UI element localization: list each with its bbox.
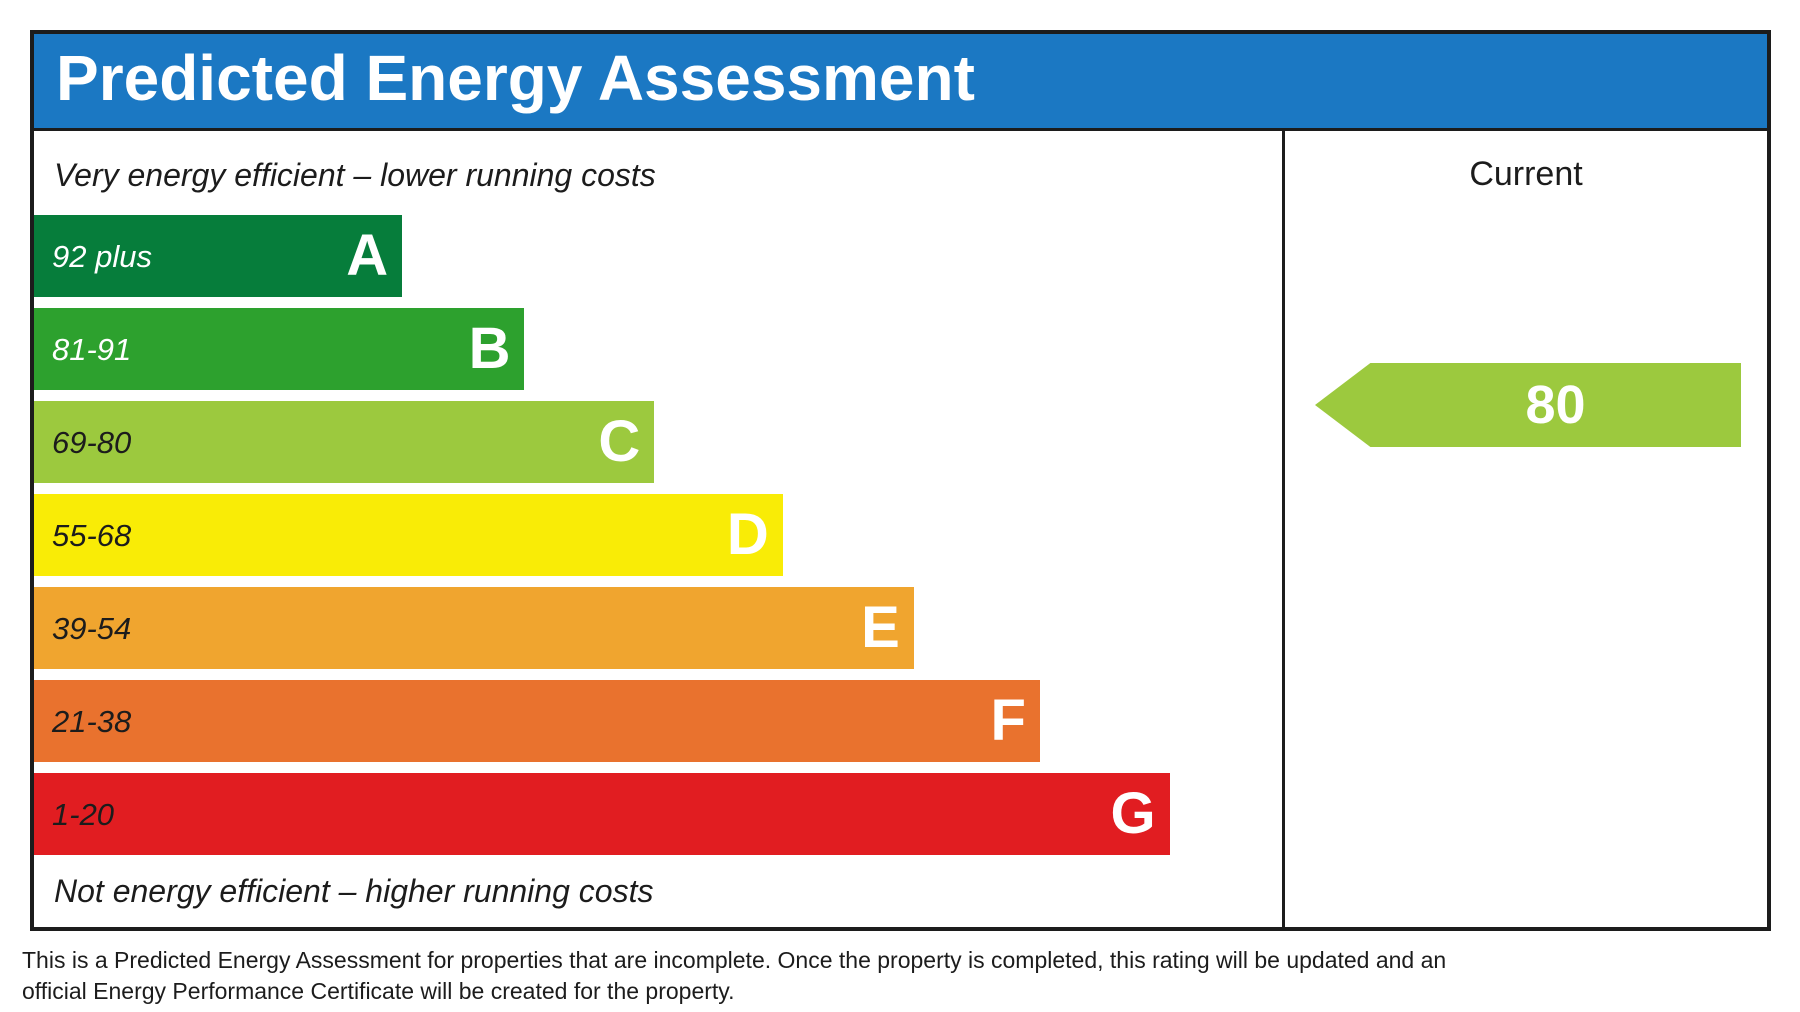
band-row-c: 69-80 C xyxy=(34,401,1282,483)
band-range-label: 39-54 xyxy=(52,610,132,646)
band-letter: E xyxy=(861,595,900,660)
epc-header: Predicted Energy Assessment xyxy=(34,34,1767,131)
band-row-f: 21-38 F xyxy=(34,680,1282,762)
band-bar-a: 92 plus A xyxy=(34,215,403,297)
current-column-label: Current xyxy=(1469,155,1583,193)
footnote-line: This is a Predicted Energy Assessment fo… xyxy=(22,947,1447,973)
band-row-g: 1-20 G xyxy=(34,773,1282,855)
current-rating-value: 80 xyxy=(1525,375,1586,435)
band-range-label: 69-80 xyxy=(52,424,132,460)
band-row-e: 39-54 E xyxy=(34,587,1282,669)
band-letter: C xyxy=(598,409,641,474)
band-range-label: 81-91 xyxy=(52,331,132,367)
band-bar-b: 81-91 B xyxy=(34,308,525,390)
rating-bands: 92 plus A 81-91 B 69-80 C xyxy=(34,215,1282,855)
band-row-d: 55-68 D xyxy=(34,494,1282,576)
band-range-label: 21-38 xyxy=(52,703,132,739)
band-bar-f: 21-38 F xyxy=(34,680,1040,762)
band-range-label: 55-68 xyxy=(52,517,132,553)
band-bar-c: 69-80 C xyxy=(34,401,655,483)
band-letter: G xyxy=(1110,781,1156,846)
band-row-a: 92 plus A xyxy=(34,215,1282,297)
band-row-b: 81-91 B xyxy=(34,308,1282,390)
band-letter: A xyxy=(346,223,389,288)
band-letter: D xyxy=(726,502,769,567)
pane-divider xyxy=(1282,131,1285,927)
rating-scale-pane: Very energy efficient – lower running co… xyxy=(34,131,1282,927)
current-rating-pane: Current 80 xyxy=(1285,131,1767,927)
band-bar-e: 39-54 E xyxy=(34,587,914,669)
footnote: This is a Predicted Energy Assessment fo… xyxy=(22,945,1446,1007)
band-bar-g: 1-20 G xyxy=(34,773,1170,855)
current-rating-arrow: 80 xyxy=(1315,363,1741,447)
epc-chart-panel: Predicted Energy Assessment Very energy … xyxy=(30,30,1771,931)
band-letter: B xyxy=(468,316,511,381)
band-range-label: 92 plus xyxy=(52,238,152,274)
band-letter: F xyxy=(990,688,1026,753)
page-title: Predicted Energy Assessment xyxy=(56,42,975,114)
band-bar-d: 55-68 D xyxy=(34,494,783,576)
footnote-line: official Energy Performance Certificate … xyxy=(22,978,735,1004)
epc-body: Very energy efficient – lower running co… xyxy=(34,131,1767,927)
band-range-label: 1-20 xyxy=(52,796,115,832)
bottom-caption: Not energy efficient – higher running co… xyxy=(54,872,654,909)
top-caption: Very energy efficient – lower running co… xyxy=(54,156,656,193)
